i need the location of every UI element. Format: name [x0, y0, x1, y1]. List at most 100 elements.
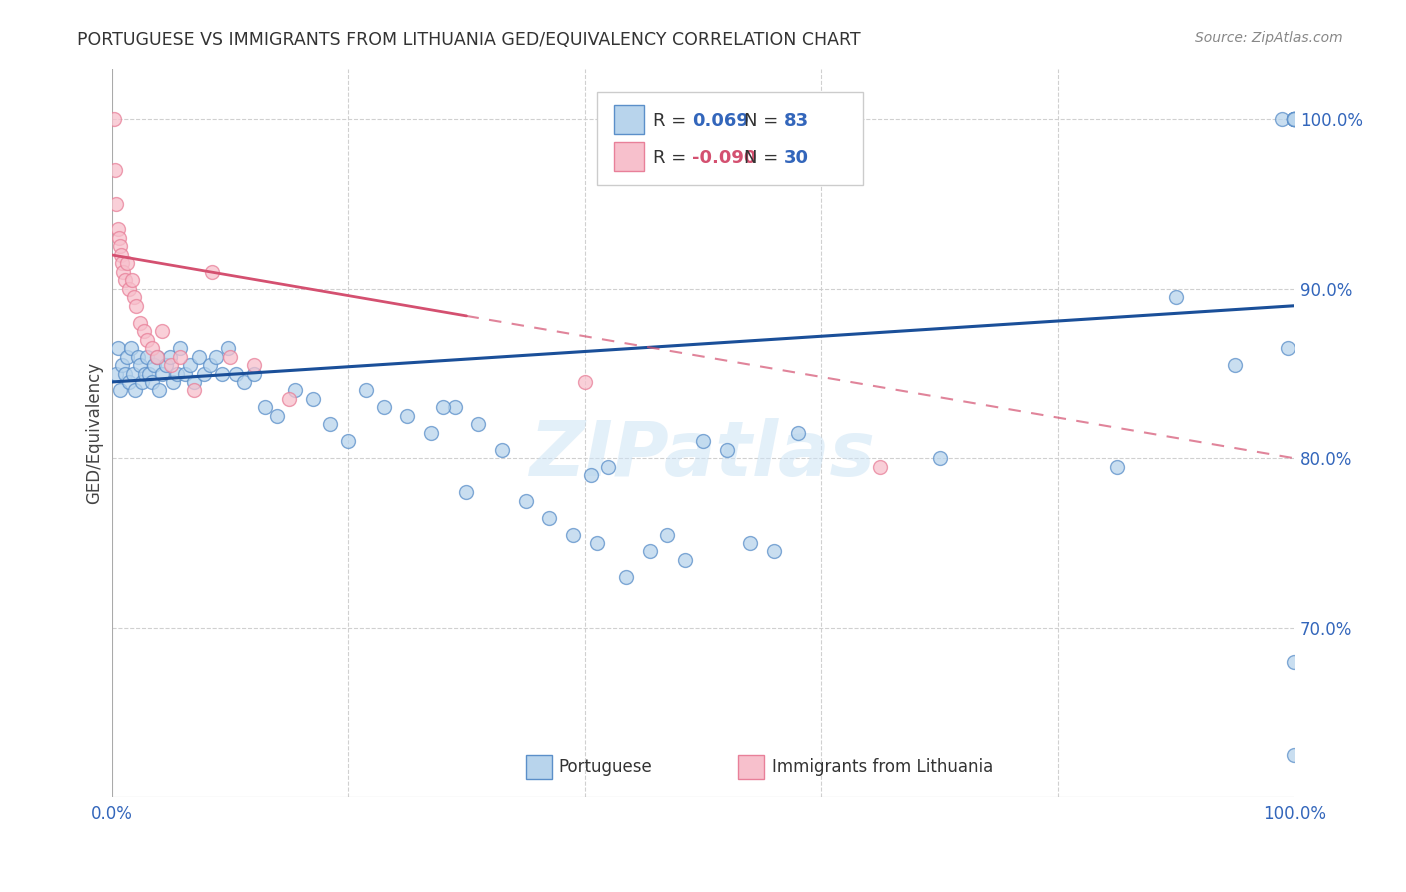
Point [193, 367, 215, 381]
Point [491, 442, 513, 457]
Point [337, 434, 360, 449]
Point [1284, 112, 1306, 127]
Point [598, 459, 620, 474]
Point [108, 239, 131, 253]
Point [118, 282, 141, 296]
Point [443, 401, 465, 415]
Point [166, 367, 188, 381]
Point [217, 341, 239, 355]
Point [574, 375, 596, 389]
Point [108, 384, 131, 398]
Point [373, 401, 395, 415]
Point [456, 485, 478, 500]
Point [141, 375, 163, 389]
Point [225, 367, 247, 381]
Point [198, 358, 221, 372]
Point [211, 367, 233, 381]
Point [242, 367, 264, 381]
Text: 30: 30 [783, 149, 808, 167]
Point [145, 350, 167, 364]
Text: Source: ZipAtlas.com: Source: ZipAtlas.com [1195, 31, 1343, 45]
Point [129, 316, 152, 330]
Point [762, 544, 785, 558]
Text: Immigrants from Lithuania: Immigrants from Lithuania [772, 758, 993, 776]
Point [420, 425, 443, 440]
Point [1284, 112, 1306, 127]
Point [121, 273, 143, 287]
Point [1284, 112, 1306, 127]
Point [1284, 112, 1306, 127]
Point [169, 350, 191, 364]
Point [183, 384, 205, 398]
Point [118, 375, 141, 389]
Text: N =: N = [744, 112, 785, 130]
Point [115, 350, 138, 364]
Point [107, 231, 129, 245]
Text: 0.069: 0.069 [692, 112, 749, 130]
Point [132, 324, 155, 338]
Point [143, 358, 166, 372]
Point [114, 273, 136, 287]
Point [254, 401, 277, 415]
Point [673, 553, 696, 567]
Point [266, 409, 288, 423]
Point [585, 536, 607, 550]
Point [432, 401, 454, 415]
Point [155, 358, 177, 372]
Point [1284, 655, 1306, 669]
Point [319, 417, 342, 432]
Point [638, 544, 661, 558]
Point [740, 536, 762, 550]
Point [127, 350, 149, 364]
Point [1284, 747, 1306, 762]
Point [786, 425, 808, 440]
Point [122, 290, 145, 304]
Point [122, 367, 145, 381]
Point [1225, 358, 1247, 372]
Point [188, 350, 211, 364]
Point [159, 358, 181, 372]
Point [115, 256, 138, 270]
Text: Portuguese: Portuguese [558, 758, 652, 776]
Point [136, 333, 159, 347]
Point [114, 367, 136, 381]
FancyBboxPatch shape [596, 92, 863, 186]
Point [284, 384, 307, 398]
Point [869, 459, 891, 474]
Point [242, 358, 264, 372]
Point [111, 358, 134, 372]
Bar [526, 755, 551, 779]
Point [1164, 290, 1187, 304]
Point [107, 222, 129, 236]
Point [110, 248, 132, 262]
Point [928, 451, 950, 466]
Point [129, 358, 152, 372]
Point [1284, 112, 1306, 127]
Point [467, 417, 489, 432]
Point [179, 358, 201, 372]
Point [515, 493, 537, 508]
Text: -0.090: -0.090 [692, 149, 756, 167]
Point [152, 367, 174, 381]
Point [174, 367, 197, 381]
Point [538, 510, 561, 524]
Point [148, 384, 170, 398]
Point [136, 350, 159, 364]
Point [301, 392, 323, 406]
Point [107, 341, 129, 355]
Point [204, 350, 226, 364]
Point [104, 163, 127, 178]
Point [141, 341, 163, 355]
Point [354, 384, 377, 398]
Point [145, 350, 167, 364]
Point [105, 197, 128, 211]
Point [233, 375, 256, 389]
Point [105, 367, 128, 381]
Point [125, 299, 148, 313]
Point [657, 527, 679, 541]
Bar [614, 142, 644, 171]
Point [219, 350, 242, 364]
Point [111, 256, 134, 270]
Point [134, 367, 156, 381]
Text: ZIPatlas: ZIPatlas [530, 417, 876, 491]
